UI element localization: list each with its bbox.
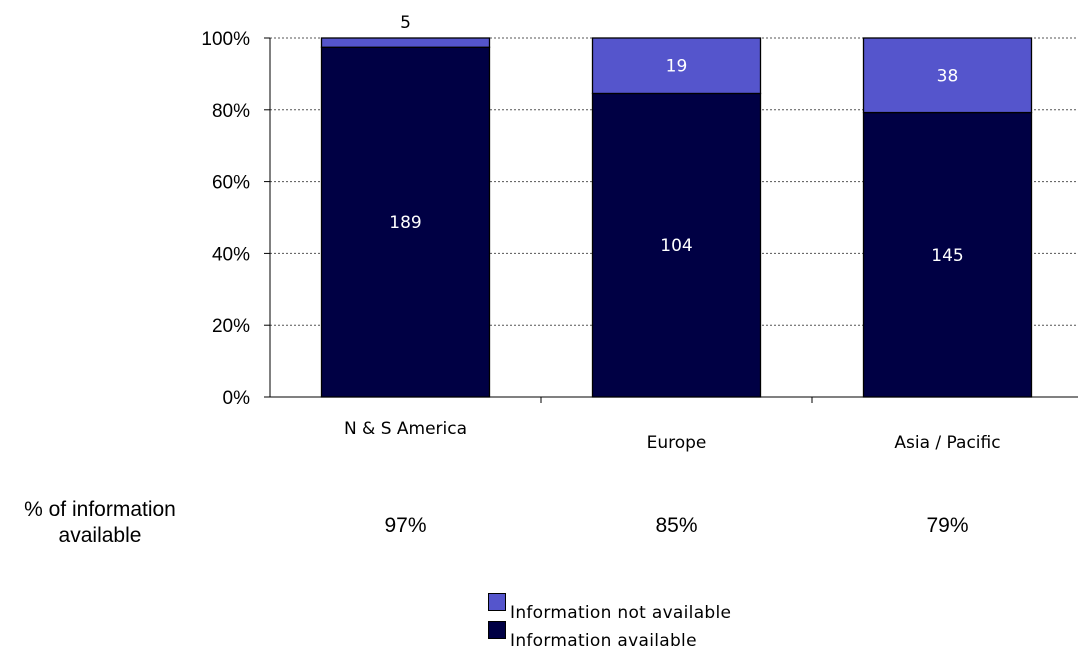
y-tick-label: 0%: [223, 388, 251, 409]
row-value-label: 85%: [655, 514, 697, 537]
bars: [320, 37, 1033, 398]
legend-item-available: Information available: [488, 621, 731, 651]
data-labels: 189 5 104 19 145 38: [389, 13, 963, 266]
bar-value-label: 5: [400, 13, 411, 33]
legend-item-not-available: Information not available: [488, 593, 732, 623]
y-tick-label: 100%: [201, 29, 250, 50]
bar-segment: [862, 37, 1033, 114]
legend-label-available: Information available: [510, 631, 697, 651]
y-tick-label: 80%: [212, 101, 250, 122]
row-values: 97% 85% 79%: [384, 514, 968, 537]
row-value-label: 79%: [926, 514, 968, 537]
row-value-label: 97%: [384, 514, 426, 537]
legend-swatch-available: [488, 621, 506, 639]
bar-segment: [591, 37, 762, 95]
bar-value-label: 189: [389, 213, 421, 233]
y-tick-label: 60%: [212, 173, 250, 194]
bar-value-label: 19: [666, 57, 688, 77]
y-tick-labels: 0% 20% 40% 60% 80% 100%: [201, 29, 250, 409]
row-title: % of information available: [24, 498, 176, 547]
category-label: Europe: [647, 433, 707, 453]
legend-label-not-available: Information not available: [510, 603, 732, 623]
bar-value-label: 145: [931, 246, 963, 266]
bar-value-label: 104: [660, 236, 692, 256]
legend-swatch-not-available: [488, 593, 506, 611]
category-labels: N & S America Europe Asia / Pacific: [344, 419, 1001, 453]
axes: [264, 37, 1078, 403]
bar-value-label: 38: [937, 66, 959, 86]
y-tick-label: 20%: [212, 316, 250, 337]
bar-segment: [320, 37, 491, 48]
category-label: N & S America: [344, 419, 467, 439]
y-tick-label: 40%: [212, 244, 250, 265]
legend: Information not available Information av…: [488, 593, 732, 651]
bar-segment: [320, 46, 491, 398]
category-label: Asia / Pacific: [894, 433, 1000, 453]
bar-segment: [862, 111, 1033, 398]
